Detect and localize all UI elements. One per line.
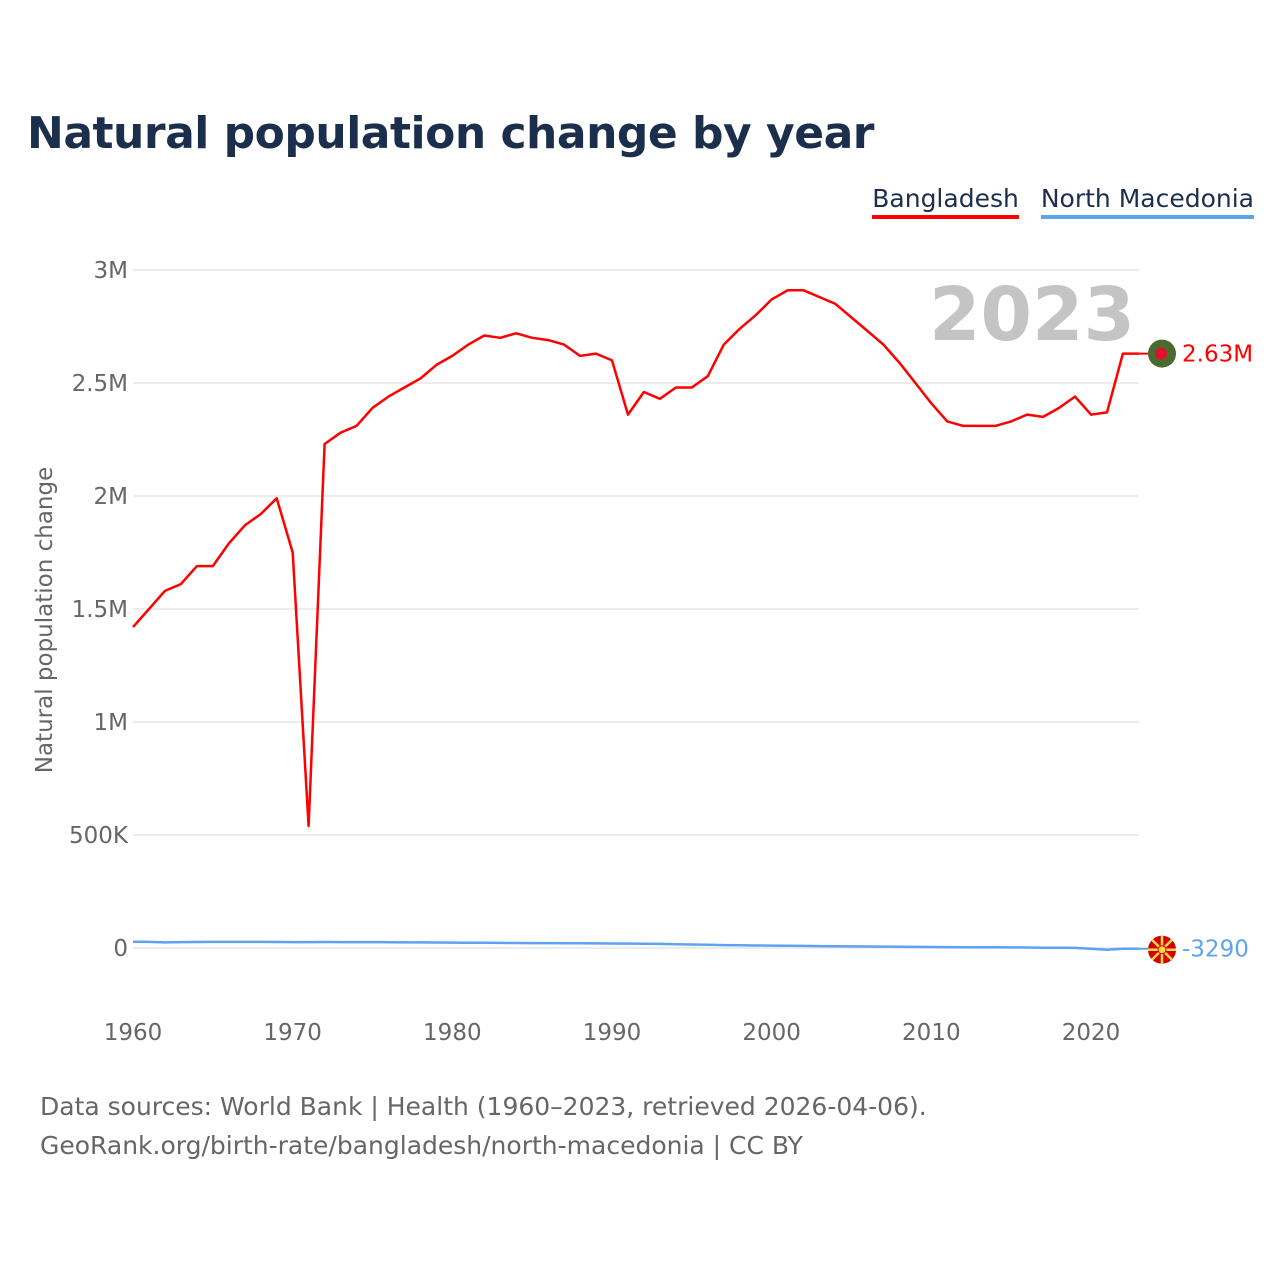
x-tick-label: 1980	[423, 1020, 482, 1046]
x-tick-label: 1960	[104, 1020, 163, 1046]
chart-title: Natural population change by year	[27, 108, 874, 159]
y-tick-label: 2M	[94, 484, 128, 510]
x-tick-label: 2000	[742, 1020, 801, 1046]
end-value-label: -3290	[1182, 937, 1249, 963]
series-line-north-macedonia	[132, 940, 1139, 952]
flag-dot	[1155, 347, 1167, 360]
y-tick-label: 1M	[94, 710, 128, 736]
y-tick-label: 2.5M	[72, 371, 128, 397]
x-tick-label: 2010	[902, 1020, 961, 1046]
footer: Data sources: World Bank | Health (1960–…	[40, 1087, 927, 1165]
flag-sun	[1157, 945, 1167, 955]
y-tick-label: 500K	[69, 823, 129, 849]
y-tick-label: 1.5M	[72, 597, 128, 623]
legend: Bangladesh North Macedonia	[872, 184, 1254, 219]
year-watermark: 2023	[929, 272, 1135, 358]
source-link[interactable]: GeoRank.org/birth-rate/bangladesh/north-…	[40, 1131, 803, 1160]
x-tick-label: 2020	[1062, 1020, 1121, 1046]
y-axis-label: Natural population change	[32, 467, 58, 774]
x-tick-label: 1970	[263, 1020, 322, 1046]
y-tick-label: 3M	[94, 258, 128, 284]
legend-item-north-macedonia[interactable]: North Macedonia	[1040, 184, 1254, 219]
series-line-bangladesh	[132, 289, 1139, 828]
legend-item-bangladesh[interactable]: Bangladesh	[872, 184, 1019, 219]
source-note: Data sources: World Bank | Health (1960–…	[40, 1092, 927, 1121]
y-tick-label: 0	[113, 936, 128, 962]
x-tick-label: 1990	[583, 1020, 642, 1046]
end-value-label: 2.63M	[1182, 342, 1253, 368]
